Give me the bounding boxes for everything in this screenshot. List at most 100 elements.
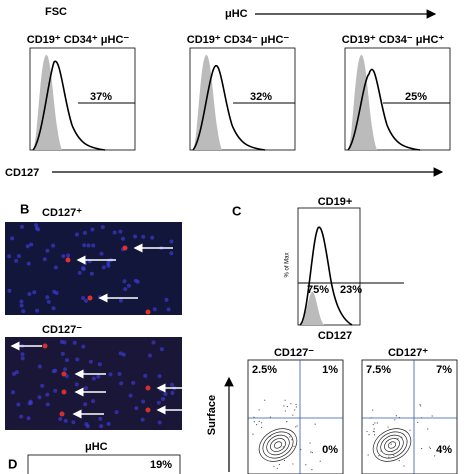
contour [258,428,298,462]
micrograph [5,222,182,315]
event [253,421,255,423]
control-histogram [300,291,324,325]
contour [380,434,404,456]
cell [19,224,24,229]
histogram [299,226,353,326]
event [253,416,255,418]
event [289,436,291,438]
cell [75,357,80,362]
event [305,464,307,466]
control-histogram [33,54,62,150]
quadrant-percent: 7% [436,364,452,376]
cell [26,261,31,266]
event [429,447,432,449]
cell [147,353,152,358]
event [421,417,423,419]
control-histogram [193,54,222,150]
event [391,451,393,453]
cell [37,364,42,369]
cell [133,234,138,239]
surface-label: Surface [206,395,218,435]
cell [74,382,79,387]
cell [51,243,56,248]
percent-label: 32% [250,91,272,103]
cell [14,258,19,263]
cell [52,289,57,294]
event [314,423,316,425]
cell [32,290,37,295]
cell [11,390,16,395]
contour [387,441,397,449]
histogram [192,64,266,151]
percent-label: 19% [150,459,172,471]
event [296,425,298,427]
cell [128,393,133,398]
event [428,446,430,448]
cell [159,347,164,352]
event [372,430,375,432]
cell [20,356,25,361]
event [390,443,392,445]
fsc-label: FSC [45,6,67,18]
quadrant-percent: 7.5% [366,364,391,376]
histogram [32,60,106,151]
cell [19,299,24,304]
plot-frame [29,47,136,151]
quadrant-title: CD127⁺ [388,347,428,359]
cell [156,400,161,405]
cell [34,226,39,231]
cell [84,298,89,303]
cell [86,243,91,248]
histogram [347,68,421,151]
x-axis-label: CD127 [318,330,352,342]
cell [143,373,148,378]
quadrant-percent: 0% [322,444,338,456]
cell [37,395,42,400]
cell [163,391,168,396]
event [282,446,284,448]
cell [151,340,156,345]
cell [90,227,95,232]
contour [262,431,294,459]
event [401,436,403,438]
cell [45,402,50,407]
uhc-label: μHC [225,8,248,20]
cell [12,371,17,376]
plot-frame [27,454,181,474]
cell [126,283,131,288]
cell [20,352,25,357]
quadrant-percent: 4% [436,444,452,456]
cell [117,372,122,377]
cell [106,263,111,268]
cell [16,253,21,258]
cell [53,265,58,270]
cell [60,351,65,356]
event [420,405,422,407]
cell [150,235,155,240]
cell [85,424,90,429]
histogram-title: CD19⁺ CD34⁺ μHC⁻ [27,34,130,46]
cell [84,386,89,391]
event [290,403,292,405]
cell [25,244,30,249]
cell [64,358,69,363]
contour [273,441,283,449]
event [419,404,421,406]
cell [83,402,88,407]
panel-letter: C [232,203,242,218]
panel-a: CD19⁺ CD34⁺ μHC⁻ 37% CD19⁺ CD34⁻ μHC⁻ 32% CD… [27,34,451,151]
cell [160,396,165,401]
event [283,405,285,407]
micrograph [5,337,182,430]
quadrant-percent: 2.5% [252,364,277,376]
event [372,424,374,426]
event [421,447,423,450]
event [295,403,297,406]
event [319,460,321,462]
cell [34,223,39,228]
event [286,405,288,408]
cell [29,242,34,247]
red-cell [59,411,65,417]
cell [42,257,47,262]
cell [45,248,50,253]
